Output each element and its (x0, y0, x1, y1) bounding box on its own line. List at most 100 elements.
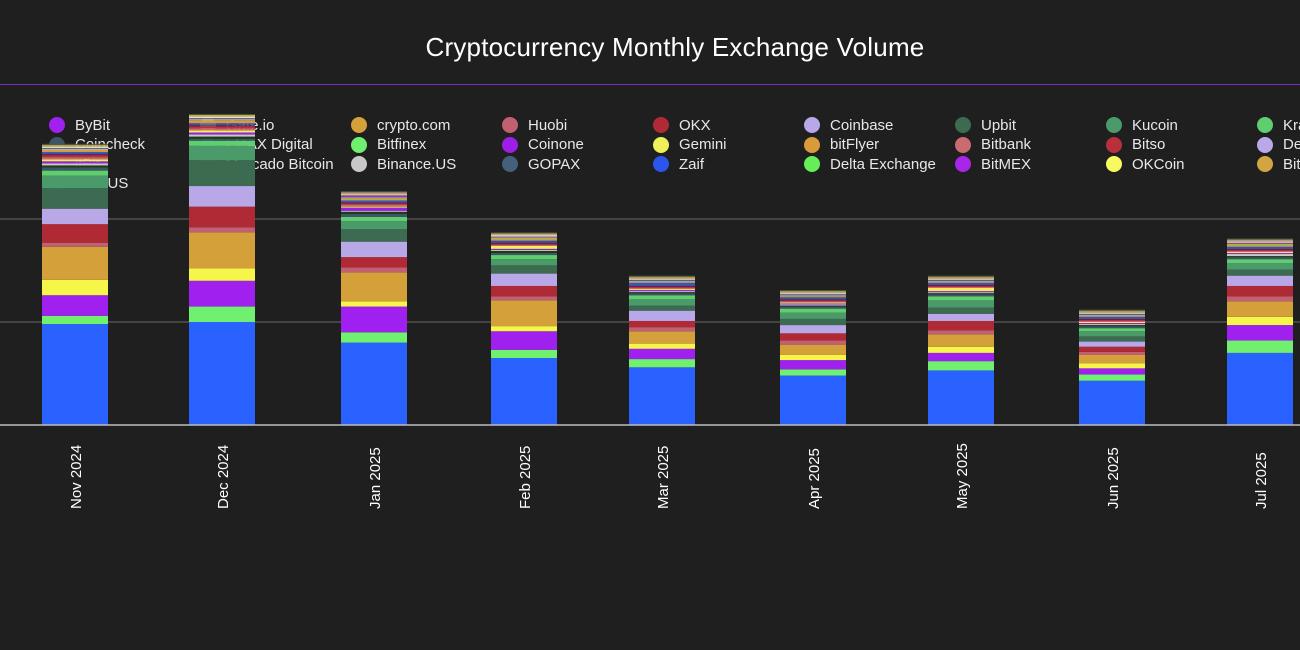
bar-segment[interactable] (189, 120, 255, 124)
bar-segment[interactable] (42, 146, 108, 148)
bar-segment[interactable] (928, 282, 994, 284)
bar-segment[interactable] (189, 134, 255, 137)
bar-segment[interactable] (780, 302, 846, 304)
bar-segment[interactable] (928, 285, 994, 287)
bar-segment[interactable] (780, 344, 846, 355)
bar-segment[interactable] (189, 130, 255, 133)
bar-segment[interactable] (629, 348, 695, 360)
bar-segment[interactable] (189, 123, 255, 125)
bar-segment[interactable] (491, 243, 557, 245)
bar-segment[interactable] (491, 265, 557, 274)
legend-item[interactable]: Bitso (1106, 135, 1165, 155)
bar-segment[interactable] (42, 208, 108, 225)
bar-segment[interactable] (491, 248, 557, 250)
bar-segment[interactable] (189, 186, 255, 207)
bar-segment[interactable] (491, 358, 557, 425)
bar-segment[interactable] (780, 369, 846, 376)
bar-segment[interactable] (928, 291, 994, 293)
bar-segment[interactable] (42, 154, 108, 156)
bar-segment[interactable] (341, 257, 407, 268)
bar-segment[interactable] (780, 301, 846, 303)
bar-segment[interactable] (341, 272, 407, 302)
legend-item[interactable]: Kucoin (1106, 115, 1178, 135)
bar-segment[interactable] (1227, 244, 1293, 247)
bar-segment[interactable] (1227, 325, 1293, 341)
bar-segment[interactable] (189, 160, 255, 187)
bar-segment[interactable] (629, 275, 695, 277)
bar-segment[interactable] (1079, 363, 1145, 369)
bar-segment[interactable] (629, 343, 695, 349)
bar-segment[interactable] (1227, 296, 1293, 302)
bar-segment[interactable] (189, 125, 255, 127)
bar-segment[interactable] (1227, 316, 1293, 326)
bar-segment[interactable] (341, 200, 407, 202)
bar-segment[interactable] (491, 242, 557, 244)
bar-segment[interactable] (341, 306, 407, 333)
bar-segment[interactable] (1227, 240, 1293, 242)
bar-segment[interactable] (491, 236, 557, 238)
bar-segment[interactable] (189, 126, 255, 129)
bar-segment[interactable] (780, 340, 846, 345)
bar-segment[interactable] (1079, 310, 1145, 312)
legend-item[interactable]: bitFlyer (804, 135, 879, 155)
bar-segment[interactable] (629, 278, 695, 280)
legend-item[interactable]: Coinone (502, 135, 584, 155)
legend-item[interactable]: De (1257, 135, 1300, 155)
bar-segment[interactable] (928, 300, 994, 308)
bar-segment[interactable] (928, 278, 994, 280)
bar-segment[interactable] (341, 191, 407, 193)
bar-segment[interactable] (1079, 312, 1145, 314)
bar-segment[interactable] (42, 175, 108, 189)
bar-segment[interactable] (189, 136, 255, 139)
legend-item[interactable]: Huobi (502, 115, 567, 135)
bar-segment[interactable] (928, 352, 994, 362)
bar-segment[interactable] (1079, 317, 1145, 319)
bar-segment[interactable] (1227, 269, 1293, 276)
bar-segment[interactable] (189, 117, 255, 119)
legend-item[interactable]: Upbit (955, 115, 1016, 135)
bar-segment[interactable] (189, 306, 255, 322)
bar-segment[interactable] (928, 361, 994, 371)
bar-segment[interactable] (341, 229, 407, 242)
bar-segment[interactable] (42, 157, 108, 160)
bar-segment[interactable] (341, 241, 407, 258)
bar-segment[interactable] (189, 113, 255, 115)
bar-segment[interactable] (780, 304, 846, 306)
bar-segment[interactable] (1079, 316, 1145, 318)
bar-segment[interactable] (491, 241, 557, 243)
bar-segment[interactable] (1227, 256, 1293, 258)
bar-segment[interactable] (1227, 254, 1293, 257)
bar-segment[interactable] (629, 288, 695, 290)
legend-item[interactable]: Delta Exchange (804, 154, 936, 174)
bar-segment[interactable] (928, 277, 994, 279)
bar-segment[interactable] (491, 233, 557, 235)
bar-segment[interactable] (189, 116, 255, 118)
bar-segment[interactable] (928, 296, 994, 301)
bar-segment[interactable] (1227, 257, 1293, 260)
bar-segment[interactable] (780, 294, 846, 296)
bar-segment[interactable] (1227, 259, 1293, 264)
bar-segment[interactable] (491, 244, 557, 246)
bar-segment[interactable] (189, 322, 255, 425)
bar-segment[interactable] (780, 308, 846, 313)
bar-segment[interactable] (341, 198, 407, 201)
bar-segment[interactable] (780, 291, 846, 293)
bar-segment[interactable] (1227, 252, 1293, 255)
bar-segment[interactable] (42, 145, 108, 147)
bar-segment[interactable] (491, 285, 557, 297)
bar-segment[interactable] (629, 299, 695, 306)
bar-segment[interactable] (1079, 324, 1145, 326)
bar-segment[interactable] (629, 305, 695, 311)
bar-segment[interactable] (491, 300, 557, 327)
bar-segment[interactable] (629, 367, 695, 425)
bar-segment[interactable] (629, 284, 695, 286)
bar-segment[interactable] (928, 320, 994, 331)
bar-segment[interactable] (629, 280, 695, 282)
bar-segment[interactable] (1079, 328, 1145, 332)
bar-segment[interactable] (341, 197, 407, 199)
bar-segment[interactable] (189, 268, 255, 281)
legend-item[interactable]: Zaif (653, 154, 704, 174)
bar-segment[interactable] (491, 245, 557, 249)
bar-segment[interactable] (1079, 351, 1145, 355)
bar-segment[interactable] (341, 210, 407, 212)
